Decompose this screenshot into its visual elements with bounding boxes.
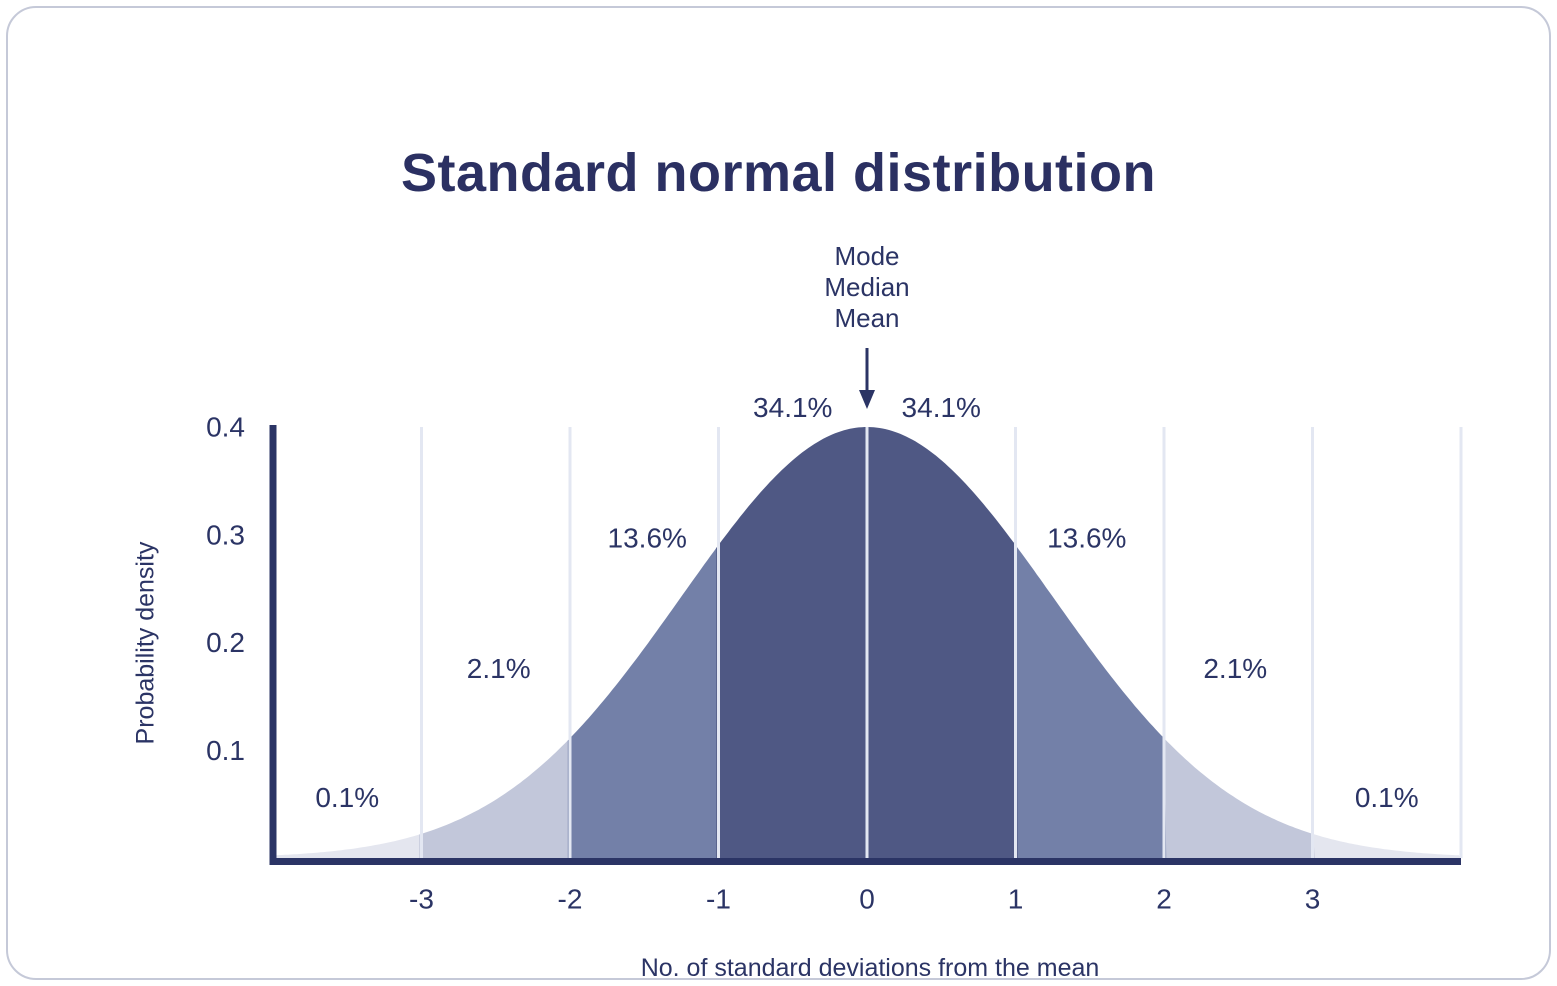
- central-tendency-annotation: Mode Median Mean: [824, 241, 909, 334]
- annotation-line-mode: Mode: [834, 241, 900, 271]
- annotation-line-mean: Mean: [834, 303, 900, 333]
- x-tick-label: 0: [859, 884, 875, 915]
- band-percentage-label: 34.1%: [753, 392, 832, 423]
- y-axis-title: Probability density: [131, 541, 160, 745]
- distribution-band-area: [419, 737, 573, 858]
- x-axis-title: No. of standard deviations from the mean: [640, 954, 1100, 982]
- band-percentage-label: 13.6%: [1047, 522, 1126, 553]
- x-tick-label: 3: [1305, 884, 1321, 915]
- y-tick-label: 0.4: [206, 412, 245, 443]
- band-percentage-label: 2.1%: [467, 653, 531, 684]
- annotation-arrow-head: [859, 390, 875, 409]
- y-tick-label: 0.3: [206, 519, 245, 550]
- x-tick-label: 1: [1008, 884, 1024, 915]
- distribution-band-area: [273, 833, 424, 858]
- y-axis-line: [269, 425, 277, 865]
- x-axis-line: [269, 858, 1461, 865]
- band-percentage-label: 0.1%: [1355, 782, 1419, 813]
- x-tick-label: -2: [558, 884, 583, 915]
- x-tick-label: 2: [1156, 884, 1172, 915]
- band-percentage-label: 13.6%: [608, 522, 687, 553]
- x-tick-label: -3: [409, 884, 434, 915]
- band-percentage-label: 34.1%: [902, 392, 981, 423]
- x-tick-label: -1: [706, 884, 731, 915]
- annotation-line-median: Median: [824, 272, 910, 302]
- distribution-band-area: [716, 427, 870, 858]
- distribution-band-area: [1013, 542, 1167, 858]
- y-tick-label: 0.1: [206, 735, 245, 766]
- distribution-band-area: [864, 427, 1018, 858]
- band-percentage-label: 0.1%: [315, 782, 379, 813]
- distribution-band-area: [1310, 833, 1461, 858]
- distribution-band-area: [1161, 735, 1315, 858]
- band-percentage-label: 2.1%: [1203, 653, 1267, 684]
- distribution-band-area: [567, 544, 721, 858]
- y-tick-label: 0.2: [206, 627, 245, 658]
- page-title: Standard normal distribution: [400, 143, 1157, 204]
